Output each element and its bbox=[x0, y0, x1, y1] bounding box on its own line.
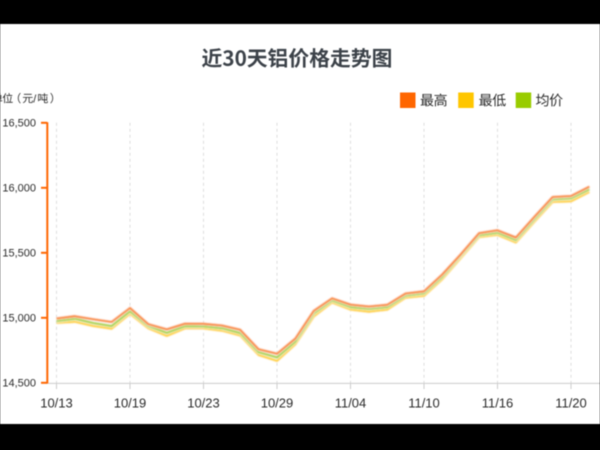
svg-text:10/13: 10/13 bbox=[40, 395, 73, 410]
svg-text:10/19: 10/19 bbox=[114, 395, 147, 410]
svg-text:10/29: 10/29 bbox=[261, 395, 294, 410]
svg-text:16,500: 16,500 bbox=[2, 118, 36, 130]
svg-text:10/23: 10/23 bbox=[187, 395, 220, 410]
svg-text:14,500: 14,500 bbox=[2, 378, 36, 390]
svg-text:/: / bbox=[33, 93, 37, 105]
svg-text:16,000: 16,000 bbox=[2, 183, 36, 195]
svg-text:11/04: 11/04 bbox=[335, 395, 367, 410]
svg-text:11/20: 11/20 bbox=[555, 395, 587, 410]
svg-text:11/10: 11/10 bbox=[408, 395, 440, 410]
svg-text:15,500: 15,500 bbox=[2, 248, 36, 260]
svg-text:15,000: 15,000 bbox=[2, 313, 36, 325]
svg-text:11/16: 11/16 bbox=[482, 395, 514, 410]
